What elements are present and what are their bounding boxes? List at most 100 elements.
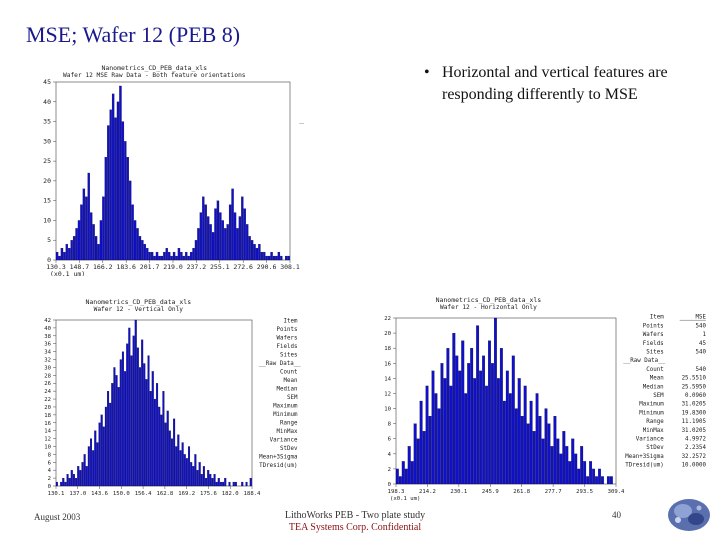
histogram-bar bbox=[467, 363, 471, 485]
y-tick-label: 16 bbox=[384, 361, 391, 367]
y-tick-label: 34 bbox=[44, 350, 51, 356]
histogram-bar bbox=[216, 200, 220, 261]
histogram-bar bbox=[428, 415, 432, 485]
histogram-bar bbox=[104, 157, 107, 261]
x-tick-label: 293.5 bbox=[576, 489, 593, 495]
x-tick-label: 148.7 bbox=[70, 263, 90, 271]
stats-row-label: Maximum bbox=[273, 404, 298, 410]
company-logo-icon bbox=[668, 499, 710, 531]
histogram-bar bbox=[158, 406, 161, 487]
x-tick-label: 175.6 bbox=[200, 491, 217, 497]
y-tick-label: 6 bbox=[48, 460, 51, 466]
histogram-bar bbox=[204, 204, 207, 261]
histogram-bar bbox=[228, 204, 232, 261]
histogram-bar bbox=[211, 232, 215, 261]
stats-section-label: __Raw Data__ bbox=[299, 117, 304, 124]
stats-row-label: Range bbox=[646, 419, 664, 425]
histogram-bar bbox=[401, 461, 405, 485]
histogram-bar bbox=[404, 468, 408, 485]
x-tick-label: 130.3 bbox=[46, 263, 66, 271]
histogram-bar bbox=[407, 446, 411, 485]
histogram-bar bbox=[197, 228, 200, 261]
histogram-bar bbox=[55, 481, 58, 487]
histogram-bar bbox=[241, 196, 244, 261]
x-tick-label: 255.1 bbox=[210, 263, 230, 271]
histogram-bar bbox=[94, 430, 97, 487]
histogram-bar bbox=[60, 248, 64, 261]
y-tick-label: 32 bbox=[44, 358, 51, 364]
y-tick-label: 4 bbox=[48, 468, 52, 474]
bullet-point: • Horizontal and vertical features are r… bbox=[424, 62, 714, 106]
histogram-bar bbox=[260, 251, 263, 261]
y-tick-label: 15 bbox=[43, 197, 51, 205]
histogram-bar bbox=[461, 340, 465, 485]
histogram-bar bbox=[250, 240, 254, 261]
histogram-bar bbox=[609, 476, 613, 485]
bullet-dot-icon: • bbox=[424, 64, 430, 81]
histogram-bar bbox=[517, 378, 521, 485]
histogram-bar bbox=[62, 478, 65, 487]
histogram-bar bbox=[102, 196, 105, 261]
stats-row-label: Mean bbox=[284, 378, 298, 384]
y-tick-label: 12 bbox=[44, 437, 51, 443]
histogram-bar bbox=[562, 431, 566, 485]
histogram-bar bbox=[277, 251, 281, 261]
histogram-bar bbox=[153, 398, 156, 487]
x-tick-label: 150.0 bbox=[113, 491, 130, 497]
stats-section-label: __Raw Data__ bbox=[259, 361, 301, 367]
histogram-bar bbox=[175, 255, 178, 261]
histogram-bar bbox=[151, 371, 154, 487]
histogram-bar bbox=[583, 461, 587, 485]
stats-row-label: Median bbox=[643, 384, 664, 390]
y-tick-label: 45 bbox=[43, 78, 51, 86]
x-tick-label: 143.6 bbox=[91, 491, 108, 497]
stats-section-label: __Raw Data__ bbox=[623, 358, 665, 364]
stats-row-value: 32.2572 bbox=[682, 454, 706, 460]
histogram-bar bbox=[143, 363, 146, 487]
histogram-bar bbox=[87, 172, 90, 261]
y-tick-label: 18 bbox=[44, 413, 51, 419]
histogram-bar bbox=[77, 220, 81, 261]
histogram-bar bbox=[219, 481, 222, 487]
histogram-bar bbox=[464, 393, 468, 485]
histogram-bar bbox=[479, 370, 483, 485]
histogram-bar bbox=[258, 244, 261, 261]
histogram-bar bbox=[170, 255, 173, 261]
histogram-bar bbox=[85, 466, 88, 487]
histogram-bar bbox=[116, 101, 120, 261]
y-tick-label: 30 bbox=[43, 137, 51, 145]
histogram-bar bbox=[129, 180, 132, 261]
stats-header-value: MSE bbox=[696, 315, 707, 321]
histogram-bar bbox=[114, 117, 117, 261]
stats-row-value: 25.5510 bbox=[682, 376, 707, 382]
histogram-bar bbox=[222, 481, 225, 487]
histogram-bar bbox=[156, 383, 159, 487]
histogram-bar bbox=[443, 378, 447, 485]
histogram-bar bbox=[81, 462, 84, 487]
histogram-panel-vertical: Nanometrics_CD_PEB_data_xls Wafer 12 - Ve… bbox=[34, 298, 306, 498]
y-tick-label: 26 bbox=[44, 381, 51, 387]
histogram-bar bbox=[58, 255, 61, 261]
stats-row-label: Median bbox=[277, 387, 298, 393]
chart-title: Nanometrics_CD_PEB_data_xls bbox=[101, 64, 207, 72]
histogram-bar bbox=[150, 251, 154, 261]
histogram-bar bbox=[92, 450, 95, 487]
histogram-bar bbox=[275, 255, 278, 261]
histogram-bar bbox=[85, 196, 88, 261]
histogram-bar bbox=[541, 438, 545, 485]
histogram-bar bbox=[177, 248, 181, 261]
stats-row-label: StDev bbox=[646, 445, 664, 451]
histogram-bar bbox=[138, 236, 142, 261]
histogram-bar bbox=[141, 339, 144, 487]
y-tick-label: 40 bbox=[43, 98, 51, 106]
y-tick-label: 2 bbox=[48, 476, 51, 482]
histogram-bar bbox=[99, 220, 103, 261]
y-tick-label: 10 bbox=[43, 216, 51, 224]
histogram-bar bbox=[131, 204, 134, 261]
histogram-bar bbox=[149, 391, 152, 487]
histogram-bar bbox=[491, 363, 494, 485]
histogram-bar bbox=[598, 468, 601, 485]
x-tick-label: 230.1 bbox=[450, 489, 467, 495]
histogram-bar bbox=[395, 468, 399, 485]
stats-row-label: SEM bbox=[287, 395, 298, 401]
